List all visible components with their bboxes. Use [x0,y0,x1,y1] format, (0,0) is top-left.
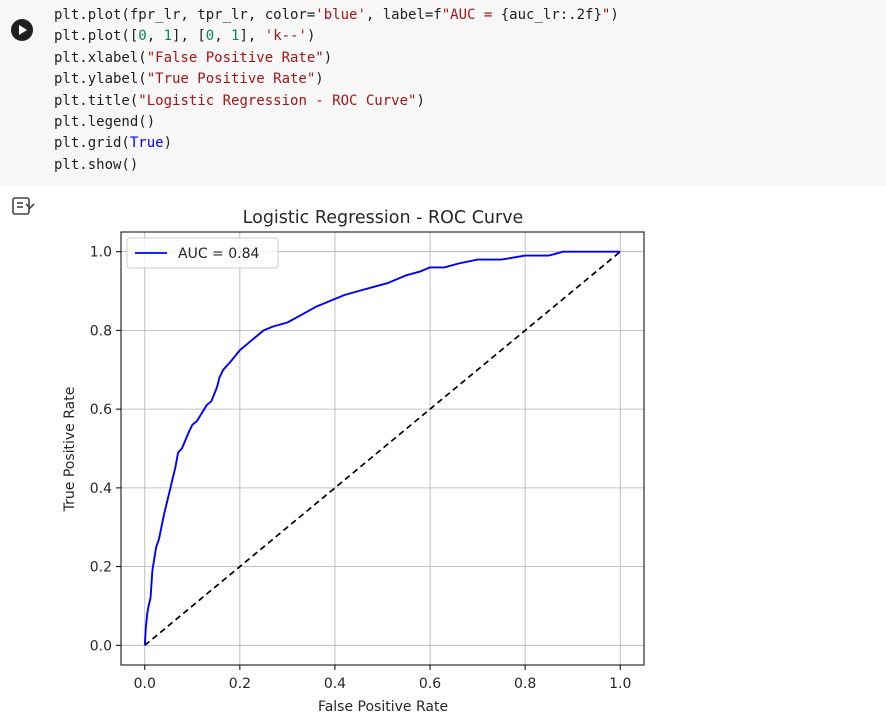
output-toggle-icon[interactable] [10,195,36,217]
code-token: ) [416,92,425,109]
code-token: {auc_lr:.2f} [500,7,602,23]
code-token: plt.title( [54,92,139,109]
code-token: , label=f [365,7,442,23]
code-token: ], [ [172,28,206,45]
code-token: plt.xlabel( [54,49,147,66]
y-axis: 0.0 0.2 0.4 0.6 0.8 1.0 [90,245,121,654]
code-token: ) [306,28,316,45]
code-token: "False Positive Rate" [146,49,324,66]
legend-label: AUC = 0.84 [178,246,259,262]
code-line: plt.plot(fpr_lr, tpr_lr, color='blue', l… [54,5,619,26]
y-axis-label: True Positive Rate [62,387,78,513]
roc-curve-line [143,250,621,646]
code-token: plt.grid( [54,135,130,152]
y-tick-label: 0.0 [90,638,112,654]
code-token: plt.plot(fpr_lr, tpr_lr, color= [54,7,316,23]
y-tick-label: 0.2 [90,560,112,576]
code-line: plt.legend() [54,112,619,133]
legend: AUC = 0.84 [126,237,279,269]
code-token: , [146,28,164,45]
y-tick-label: 1.0 [90,245,112,261]
play-icon[interactable] [11,19,33,41]
chart-title: Logistic Regression - ROC Curve [243,208,524,228]
x-axis: 0.0 0.2 0.4 0.6 0.8 1.0 [134,665,631,692]
x-tick-label: 0.4 [324,676,346,692]
code-token: "True Positive Rate" [146,71,316,88]
code-token: ) [315,71,324,88]
code-token: 1 [163,28,173,45]
code-token: ) [323,49,333,66]
x-tick-label: 1.0 [609,676,631,692]
x-tick-label: 0.8 [514,676,536,692]
axes-frame [120,231,645,666]
code-token: 'blue' [315,7,366,23]
code-token: plt.ylabel( [54,71,147,88]
code-line: plt.xlabel("False Positive Rate") [54,48,619,69]
code-line: plt.grid(True) [54,133,619,154]
code-line: plt.plot([0, 1], [0, 1], 'k--') [54,26,619,47]
legend-box [126,237,279,269]
code-token: ], [239,28,265,45]
code-token: 1 [231,28,240,45]
x-tick-label: 0.6 [419,676,441,692]
x-tick-label: 0.0 [134,676,156,692]
code-token: "Logistic Regression - ROC Curve" [138,92,417,109]
plot-area [143,250,621,646]
code-token: ) [163,135,173,152]
code-token: "AUC = [441,7,501,23]
code-line: plt.ylabel("True Positive Rate") [54,69,619,90]
x-tick-label: 0.2 [229,676,251,692]
code-token: 0 [205,28,215,45]
x-axis-label: False Positive Rate [318,699,448,715]
code-line: plt.show() [54,155,619,176]
code-line: plt.title("Logistic Regression - ROC Cur… [54,91,619,112]
y-tick-label: 0.6 [90,402,112,418]
code-token: plt.show() [54,156,139,173]
code-token: " [601,7,611,23]
y-tick-label: 0.4 [90,481,112,497]
roc-chart: 0.0 0.2 0.4 0.6 0.8 1.0 0.0 0.2 0.4 0.6 0.8 1.0 Lo… [62,208,645,715]
code-token: plt.legend() [54,113,156,130]
chance-diagonal-line [144,251,621,646]
grid [121,232,644,665]
code-token: 'k--' [264,28,307,45]
code-token: 0 [138,28,147,45]
code-token: , [214,28,232,45]
code-token: True [129,135,164,152]
y-tick-label: 0.8 [90,323,112,339]
code-token: plt.plot([ [54,28,139,45]
code-token: ) [610,7,619,23]
code-editor[interactable]: plt.plot(fpr_lr, tpr_lr, color='blue', l… [54,5,619,176]
code-cell[interactable]: plt.plot(fpr_lr, tpr_lr, color='blue', l… [0,0,886,186]
